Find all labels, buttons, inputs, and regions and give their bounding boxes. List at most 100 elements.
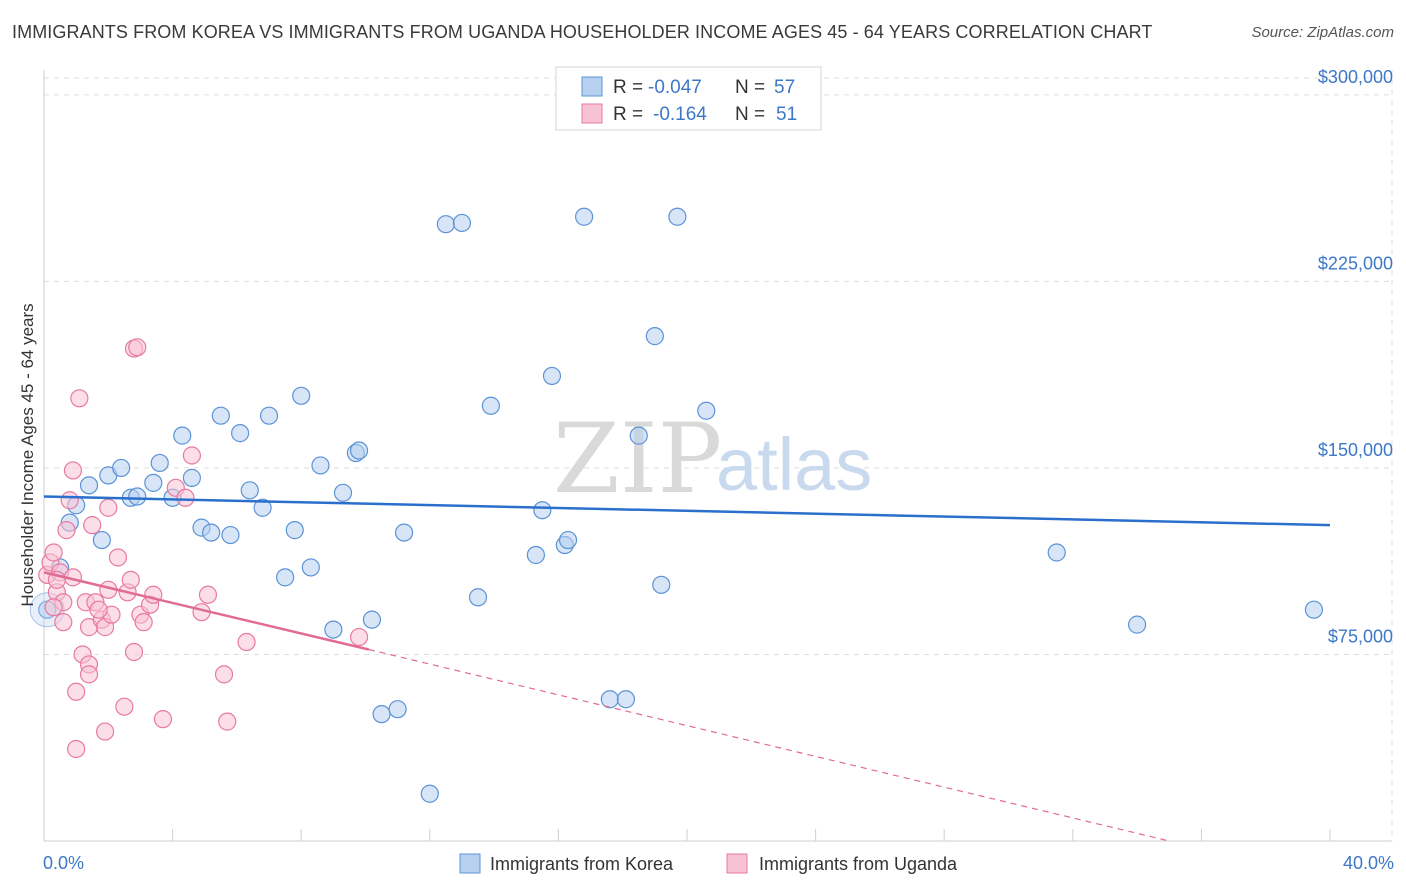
korea-point <box>324 620 343 639</box>
korea-point <box>1047 543 1066 562</box>
y-axis-label: Householder Income Ages 45 - 64 years <box>18 303 37 606</box>
uganda-point <box>54 613 73 632</box>
bottom-legend-swatch-uganda <box>726 853 748 874</box>
korea-point <box>301 558 320 577</box>
korea-point <box>202 523 221 542</box>
korea-point <box>173 426 192 445</box>
uganda-point <box>134 613 153 632</box>
korea-point <box>533 501 552 520</box>
korea-point <box>211 406 230 425</box>
korea-point <box>394 523 414 542</box>
watermark-atlas: atlas <box>716 423 872 506</box>
uganda-point <box>79 665 99 684</box>
uganda-point <box>128 338 147 357</box>
korea-point <box>388 700 407 719</box>
trend-lines <box>43 495 1331 842</box>
korea-point <box>452 213 472 233</box>
uganda-point <box>70 389 89 408</box>
korea-point <box>285 521 304 540</box>
correlation-legend: R = -0.047 N = 57 R = -0.164 N = 51 <box>555 66 822 131</box>
series-legend: Immigrants from Korea Immigrants from Ug… <box>459 853 958 874</box>
uganda-point <box>83 516 102 535</box>
korea-point <box>231 424 250 443</box>
watermark: ZIP atlas <box>553 403 872 515</box>
y-tick-label: $225,000 <box>1318 253 1393 273</box>
korea-point <box>221 525 240 545</box>
source-label: Source: ZipAtlas.com <box>1251 24 1394 41</box>
korea-point <box>292 386 311 405</box>
korea-point <box>276 568 295 587</box>
korea-point <box>79 476 99 495</box>
bottom-legend-uganda: Immigrants from Uganda <box>759 854 958 874</box>
uganda-point <box>99 498 118 517</box>
legend-r-label-korea: R = <box>613 77 643 98</box>
korea-point <box>645 327 664 346</box>
uganda-point <box>44 543 63 562</box>
uganda-point <box>198 585 218 604</box>
y-tick-label: $300,000 <box>1318 67 1393 87</box>
x-tick-label-max: 40.0% <box>1343 853 1394 873</box>
legend-r-value-uganda: -0.164 <box>653 104 707 125</box>
uganda-point <box>67 739 86 759</box>
x-tick-labels: 0.0% 40.0% <box>43 853 1394 873</box>
korea-point <box>575 207 594 226</box>
korea-point <box>372 705 391 724</box>
korea-point <box>526 545 545 565</box>
korea-point <box>558 530 578 550</box>
korea-point <box>420 784 439 803</box>
legend-swatch-korea <box>581 76 603 97</box>
korea-point <box>349 441 369 460</box>
uganda-point <box>121 570 140 589</box>
bottom-legend-korea: Immigrants from Korea <box>490 854 674 874</box>
legend-n-label-korea: N = <box>735 77 765 98</box>
korea-point <box>311 456 330 475</box>
uganda-point <box>349 627 369 647</box>
uganda-point <box>60 491 79 510</box>
legend-n-label-uganda: N = <box>735 104 765 125</box>
uganda-point <box>218 712 237 731</box>
korea-point <box>259 406 279 425</box>
korea-trend-line <box>43 495 1331 527</box>
uganda-point <box>182 446 201 465</box>
korea-point <box>128 487 147 506</box>
legend-n-value-uganda: 51 <box>776 104 797 125</box>
uganda-point <box>44 598 63 617</box>
uganda-point <box>89 600 108 619</box>
korea-point <box>112 458 131 478</box>
korea-point <box>668 207 687 226</box>
uganda-point <box>67 682 86 701</box>
korea-point <box>333 483 353 502</box>
uganda-point <box>108 548 128 567</box>
korea-point <box>144 473 163 492</box>
korea-points <box>29 207 1324 803</box>
korea-point <box>92 530 111 550</box>
korea-point <box>652 575 671 594</box>
korea-point <box>629 426 648 445</box>
y-tick-labels: $75,000 $150,000 $225,000 $300,000 <box>1318 67 1393 647</box>
y-tick-label: $75,000 <box>1328 626 1393 646</box>
korea-point <box>1304 600 1324 619</box>
legend-r-value-korea: -0.047 <box>648 77 702 98</box>
korea-point <box>468 588 488 607</box>
korea-point <box>150 453 169 473</box>
gridlines <box>44 70 1393 841</box>
uganda-points <box>38 338 369 759</box>
korea-point <box>542 366 562 386</box>
x-tick-label-min: 0.0% <box>43 853 84 873</box>
uganda-point <box>214 665 234 684</box>
uganda-point <box>176 488 195 507</box>
uganda-trend-line-extrapolated <box>368 648 1170 842</box>
uganda-point <box>57 521 76 540</box>
bottom-legend-swatch-korea <box>459 853 481 874</box>
uganda-point <box>115 697 134 716</box>
uganda-point <box>95 722 115 741</box>
korea-point <box>362 610 382 629</box>
watermark-zip: ZIP <box>553 403 722 515</box>
y-tick-label: $150,000 <box>1318 440 1393 460</box>
korea-point <box>481 396 500 415</box>
korea-point <box>182 468 201 487</box>
legend-r-label-uganda: R = <box>613 104 643 125</box>
korea-point <box>240 481 259 500</box>
korea-point <box>600 690 619 709</box>
